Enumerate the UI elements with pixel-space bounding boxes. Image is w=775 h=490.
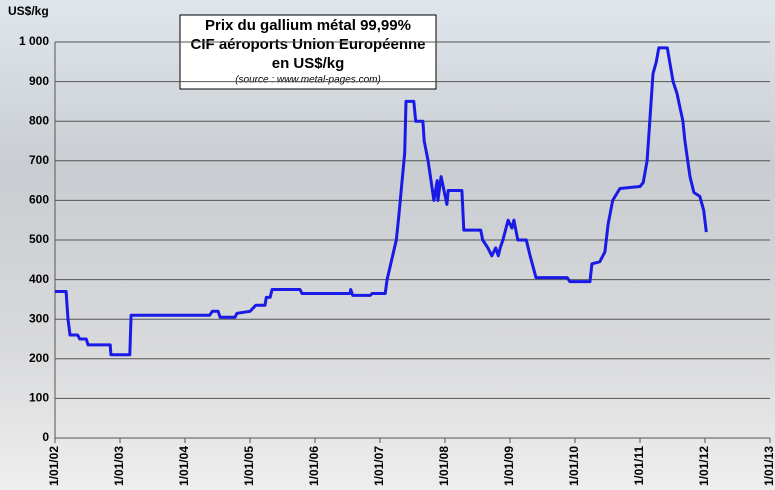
y-tick-label: 600 [29, 193, 49, 207]
x-tick-label: 1/01/11 [632, 446, 646, 486]
x-tick-label: 1/01/13 [762, 446, 775, 486]
y-tick-label: 200 [29, 351, 49, 365]
chart-title: en US$/kg [272, 55, 345, 72]
x-tick-label: 1/01/12 [697, 446, 711, 486]
y-tick-label: 100 [29, 391, 49, 405]
y-tick-label: 1 000 [19, 34, 49, 48]
x-tick-label: 1/01/07 [372, 446, 386, 486]
y-tick-label: 800 [29, 113, 49, 127]
y-tick-label: 500 [29, 232, 49, 246]
x-tick-label: 1/01/08 [437, 446, 451, 486]
x-tick-label: 1/01/03 [112, 446, 126, 486]
chart-title: CIF aéroports Union Européenne [190, 36, 425, 53]
y-tick-label: 700 [29, 153, 49, 167]
y-tick-label: 400 [29, 272, 49, 286]
y-axis-label: US$/kg [8, 4, 49, 18]
x-tick-label: 1/01/02 [47, 446, 61, 486]
x-tick-label: 1/01/10 [567, 446, 581, 486]
x-tick-label: 1/01/05 [242, 446, 256, 486]
y-tick-label: 0 [42, 430, 49, 444]
chart: Prix du gallium métal 99,99% CIF aéropor… [0, 0, 775, 490]
chart-title: Prix du gallium métal 99,99% [205, 17, 411, 34]
y-tick-label: 900 [29, 74, 49, 88]
x-tick-label: 1/01/06 [307, 446, 321, 486]
y-tick-label: 300 [29, 311, 49, 325]
x-tick-label: 1/01/04 [177, 446, 191, 486]
x-tick-label: 1/01/09 [502, 446, 516, 486]
chart-subtitle: (source : www.metal-pages.com) [235, 75, 381, 86]
